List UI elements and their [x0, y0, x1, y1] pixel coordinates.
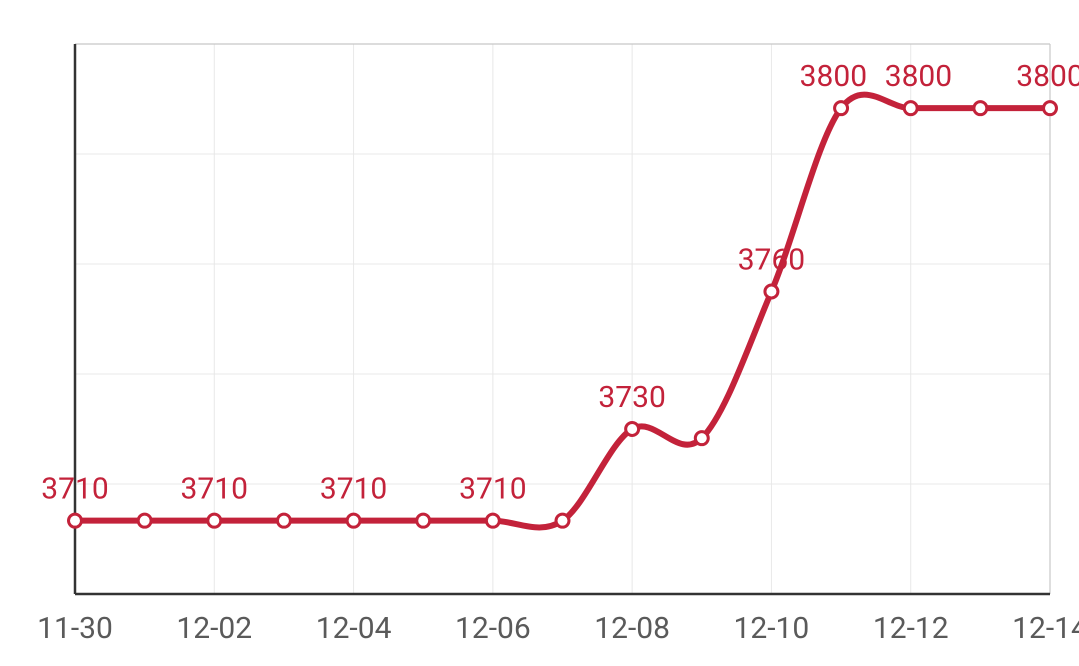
x-tick-label: 12-04 [316, 611, 392, 646]
x-tick-label: 12-08 [594, 611, 670, 646]
data-point [835, 102, 848, 115]
data-label: 3800 [885, 59, 952, 94]
data-point [277, 514, 290, 527]
data-point [765, 285, 778, 298]
data-point [695, 432, 708, 445]
data-point [486, 514, 499, 527]
chart-canvas: 3710 3710 3710 3710 3730 3760 3800 3800 3800 11-3… [0, 0, 1079, 666]
data-point [208, 514, 221, 527]
price-line-chart: 3710 3710 3710 3710 3730 3760 3800 3800 3800 11-3… [0, 0, 1079, 666]
data-label: 3710 [181, 472, 248, 507]
data-point [69, 514, 82, 527]
x-tick-label: 12-12 [873, 611, 949, 646]
data-point [347, 514, 360, 527]
data-label: 3760 [738, 243, 805, 278]
data-point [556, 514, 569, 527]
data-label: 3710 [320, 472, 387, 507]
x-tick-label: 11-30 [37, 611, 113, 646]
x-tick-label: 12-10 [734, 611, 810, 646]
data-point [1044, 102, 1057, 115]
data-label: 3710 [459, 472, 526, 507]
data-point [138, 514, 151, 527]
data-point [626, 423, 639, 436]
data-point [904, 102, 917, 115]
data-label: 3730 [598, 380, 665, 415]
x-tick-label: 12-14 [1012, 611, 1079, 646]
data-point [974, 102, 987, 115]
data-label: 3800 [800, 59, 867, 94]
data-label: 3710 [41, 472, 108, 507]
x-tick-label: 12-02 [176, 611, 252, 646]
data-label: 3800 [1016, 59, 1079, 94]
data-point [417, 514, 430, 527]
x-tick-label: 12-06 [455, 611, 531, 646]
